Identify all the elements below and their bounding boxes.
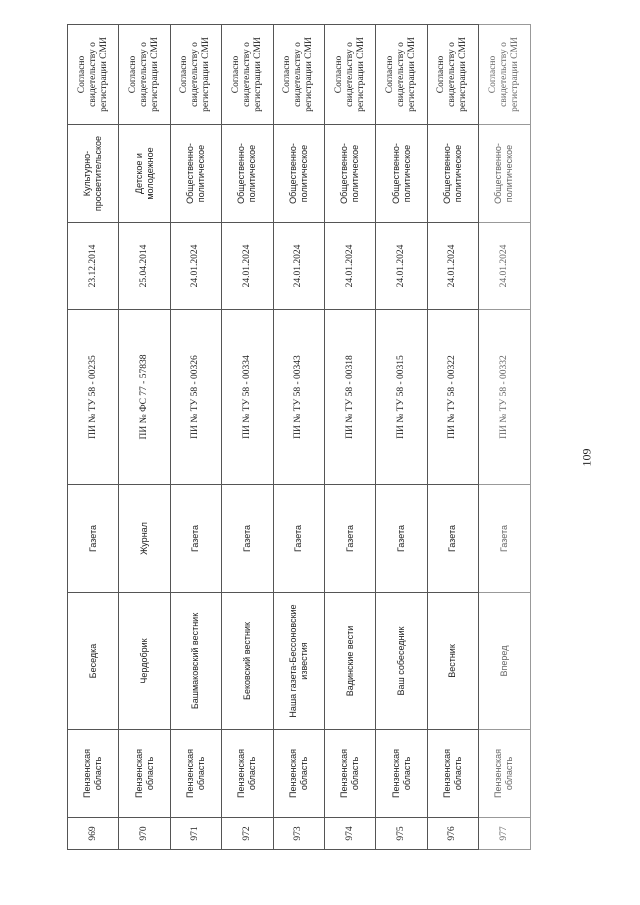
page-number: 109 <box>579 448 594 467</box>
title-cell: Ваш собеседник <box>375 592 428 730</box>
theme-cell: Общественно-политическое <box>170 124 222 223</box>
title-cell: Наша газета-Бессоновские известия <box>273 592 325 730</box>
note-cell: Согласно свидетельству о регистрации СМИ <box>427 24 479 125</box>
title-cell: Бековский вестник <box>221 592 274 730</box>
row-number: 969 <box>67 817 119 850</box>
registration-date-cell: 24.01.2024 <box>427 222 479 310</box>
note-cell: Согласно свидетельству о регистрации СМИ <box>478 24 531 125</box>
table-row: 969 Пензенская область Беседка Газета ПИ № Т… <box>67 24 119 850</box>
row-number: 971 <box>170 817 222 850</box>
row-number: 970 <box>118 817 171 850</box>
registration-date-cell: 24.01.2024 <box>375 222 428 310</box>
theme-cell: Общественно-политическое <box>478 124 531 223</box>
region-cell: Пензенская область <box>427 729 479 818</box>
type-cell: Газета <box>221 484 274 593</box>
title-cell: Вестник <box>427 592 479 730</box>
theme-cell: Культурно-просветительское <box>67 124 119 223</box>
registration-number-cell: ПИ № ТУ 58 - 00332 <box>478 309 531 485</box>
registration-number-cell: ПИ № ТУ 58 - 00315 <box>375 309 428 485</box>
theme-cell: Общественно-политическое <box>427 124 479 223</box>
type-cell: Газета <box>170 484 222 593</box>
region-cell: Пензенская область <box>273 729 325 818</box>
registration-date-cell: 23.12.2014 <box>67 222 119 310</box>
type-cell: Газета <box>375 484 428 593</box>
note-cell: Согласно свидетельству о регистрации СМИ <box>118 24 171 125</box>
registration-date-cell: 25.04.2014 <box>118 222 171 310</box>
row-number: 976 <box>427 817 479 850</box>
registration-number-cell: ПИ № ТУ 58 - 00334 <box>221 309 274 485</box>
registration-number-cell: ПИ № ТУ 58 - 00318 <box>324 309 376 485</box>
title-cell: Беседка <box>67 592 119 730</box>
type-cell: Газета <box>427 484 479 593</box>
table-row: 976 Пензенская область Вестник Газета ПИ № Т… <box>427 24 479 850</box>
region-cell: Пензенская область <box>478 729 531 818</box>
row-number: 977 <box>478 817 531 850</box>
region-cell: Пензенская область <box>221 729 274 818</box>
type-cell: Журнал <box>118 484 171 593</box>
title-cell: Вадинские вести <box>324 592 376 730</box>
registration-date-cell: 24.01.2024 <box>273 222 325 310</box>
type-cell: Газета <box>67 484 119 593</box>
row-number: 972 <box>221 817 274 850</box>
title-cell: Чердобрик <box>118 592 171 730</box>
theme-cell: Общественно-политическое <box>221 124 274 223</box>
type-cell: Газета <box>478 484 531 593</box>
table-row: 972 Пензенская область Бековский вестник Га… <box>221 24 274 850</box>
registration-number-cell: ПИ № ТУ 58 - 00235 <box>67 309 119 485</box>
theme-cell: Детское и молодежное <box>118 124 171 223</box>
registration-number-cell: ПИ № ТУ 58 - 00326 <box>170 309 222 485</box>
registration-date-cell: 24.01.2024 <box>170 222 222 310</box>
region-cell: Пензенская область <box>324 729 376 818</box>
registration-date-cell: 24.01.2024 <box>221 222 274 310</box>
type-cell: Газета <box>324 484 376 593</box>
theme-cell: Общественно-политическое <box>375 124 428 223</box>
table-row: 977 Пензенская область Вперед Газета ПИ № ТУ… <box>478 24 531 850</box>
table-row: 971 Пензенская область Башмаковский вестни… <box>170 24 222 850</box>
table-row: 974 Пензенская область Вадинские вести Газе… <box>324 24 376 850</box>
table-row: 975 Пензенская область Ваш собеседник Газет… <box>375 24 428 850</box>
table-row: 973 Пензенская область Наша газета-Бессоно… <box>273 24 325 850</box>
region-cell: Пензенская область <box>67 729 119 818</box>
registration-number-cell: ПИ № ТУ 58 - 00322 <box>427 309 479 485</box>
registration-number-cell: ПИ № ТУ 58 - 00343 <box>273 309 325 485</box>
note-cell: Согласно свидетельству о регистрации СМИ <box>324 24 376 125</box>
note-cell: Согласно свидетельству о регистрации СМИ <box>67 24 119 125</box>
note-cell: Согласно свидетельству о регистрации СМИ <box>221 24 274 125</box>
row-number: 975 <box>375 817 428 850</box>
row-number: 973 <box>273 817 325 850</box>
row-number: 974 <box>324 817 376 850</box>
theme-cell: Общественно-политическое <box>324 124 376 223</box>
media-registry-table: 969 Пензенская область Беседка Газета ПИ № Т… <box>67 24 531 850</box>
table-row: 970 Пензенская область Чердобрик Журнал ПИ №… <box>118 24 171 850</box>
title-cell: Башмаковский вестник <box>170 592 222 730</box>
registration-number-cell: ПИ № ФС 77 - 57838 <box>118 309 171 485</box>
region-cell: Пензенская область <box>170 729 222 818</box>
title-cell: Вперед <box>478 592 531 730</box>
note-cell: Согласно свидетельству о регистрации СМИ <box>273 24 325 125</box>
theme-cell: Общественно-политическое <box>273 124 325 223</box>
registration-date-cell: 24.01.2024 <box>324 222 376 310</box>
region-cell: Пензенская область <box>118 729 171 818</box>
note-cell: Согласно свидетельству о регистрации СМИ <box>375 24 428 125</box>
registration-date-cell: 24.01.2024 <box>478 222 531 310</box>
note-cell: Согласно свидетельству о регистрации СМИ <box>170 24 222 125</box>
type-cell: Газета <box>273 484 325 593</box>
region-cell: Пензенская область <box>375 729 428 818</box>
